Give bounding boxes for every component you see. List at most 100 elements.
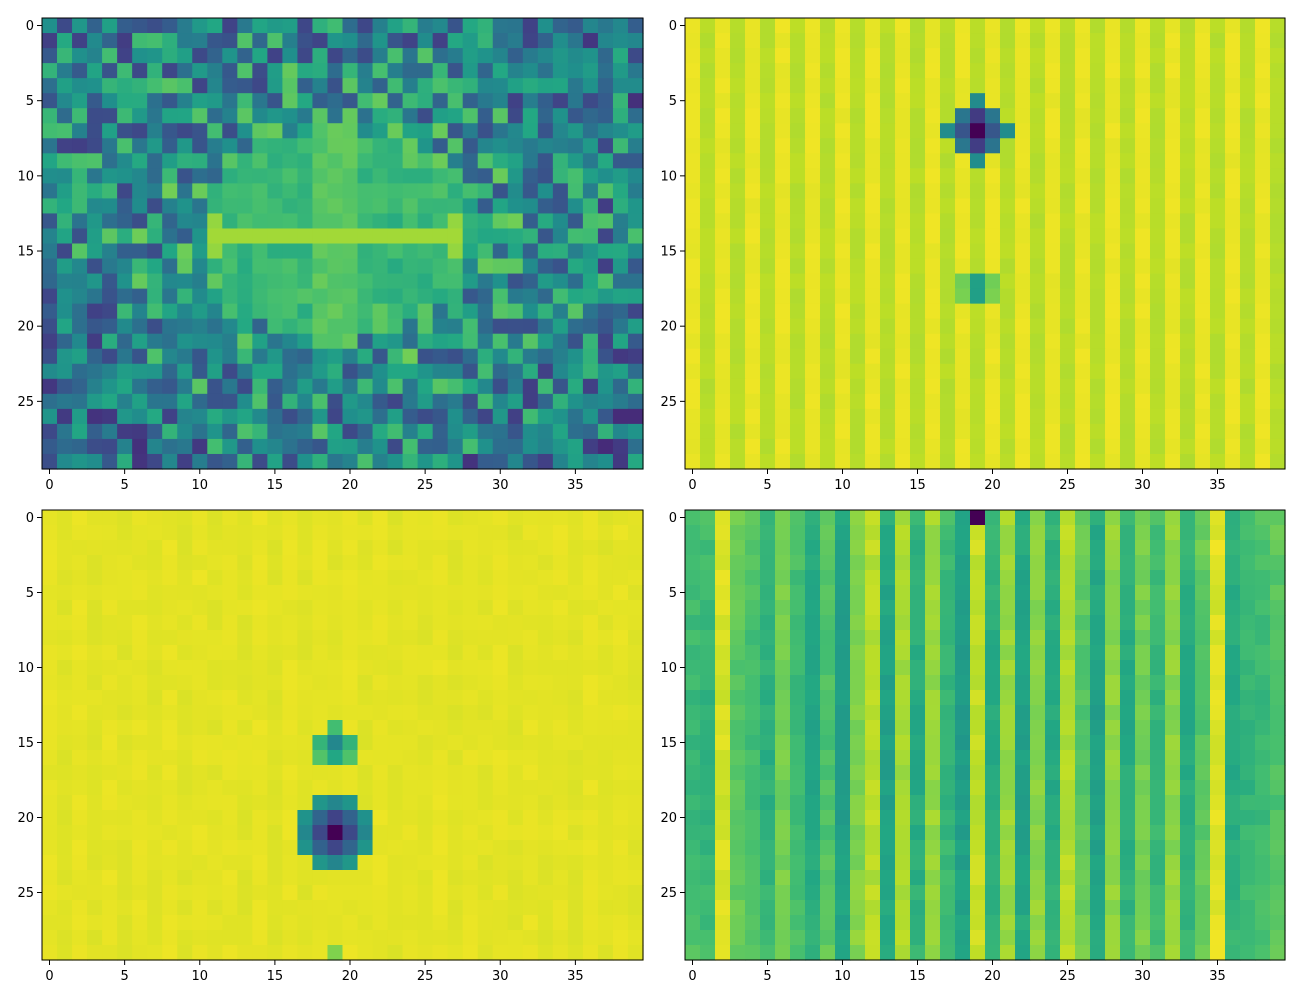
heatmap-cell [537,438,554,455]
heatmap-cell [627,750,644,766]
heatmap-cell [1135,408,1151,425]
heatmap-cell [567,900,584,916]
heatmap-cell [790,615,806,631]
heatmap-cell [447,78,464,94]
heatmap-cell [342,525,359,541]
heatmap-cell [297,585,314,601]
heatmap-cell [447,93,464,109]
heatmap-cell [462,63,479,79]
heatmap-cell [387,168,404,184]
heatmap-cell [1195,93,1211,109]
heatmap-cell [790,525,806,541]
heatmap-cell [87,258,103,275]
heatmap-cell [102,870,118,886]
heatmap-cell [1255,915,1271,931]
heatmap-cell [955,765,971,781]
heatmap-cell [1210,810,1226,826]
heatmap-cell [925,660,941,676]
heatmap-cell [102,555,118,571]
heatmap-cell [582,393,599,410]
heatmap-cell [775,48,791,64]
heatmap-cell [342,825,359,841]
heatmap-cell [985,915,1001,931]
heatmap-cell [207,525,223,541]
heatmap-cell [537,555,554,571]
heatmap-cell [1255,438,1271,455]
heatmap-cell [342,615,359,631]
heatmap-cell [775,348,791,365]
heatmap-cell [1120,378,1136,395]
heatmap-cell [880,585,896,601]
heatmap-cell [537,348,554,365]
heatmap-cell [685,810,701,826]
heatmap-cell [685,780,701,796]
heatmap-cell [1030,198,1046,215]
heatmap-cell [1225,108,1241,124]
heatmap-cell [447,213,464,230]
heatmap-cell [237,705,253,721]
heatmap-cell [970,438,986,455]
heatmap-cell [117,570,133,586]
heatmap-cell [342,48,359,64]
heatmap-cell [282,258,299,275]
heatmap-cell [805,540,821,556]
heatmap-cell [447,630,464,646]
heatmap-cell [1045,870,1061,886]
heatmap-cell [775,900,791,916]
heatmap-cell [1225,570,1241,586]
heatmap-cell [417,690,434,706]
heatmap-cell [417,108,434,124]
heatmap-cell [567,108,584,124]
heatmap-cell [865,48,881,64]
heatmap-cell [820,258,836,275]
heatmap-cell [1255,78,1271,94]
heatmap-cell [940,438,956,455]
heatmap-cell [387,855,404,871]
heatmap-cell [1270,555,1286,571]
heatmap-cell [492,123,509,139]
heatmap-cell [925,378,941,395]
heatmap-cell [117,930,133,946]
heatmap-cell [57,108,73,124]
heatmap-cell [1195,690,1211,706]
heatmap-cell [880,438,896,455]
heatmap-cell [192,153,208,169]
heatmap-cell [117,855,133,871]
heatmap-cell [297,645,314,661]
heatmap-cell [775,138,791,154]
heatmap-cell [685,735,701,751]
heatmap-cell [537,765,554,781]
heatmap-cell [342,393,359,410]
heatmap-cell [192,438,208,455]
heatmap-cell [820,348,836,365]
heatmap-cell [1225,795,1241,811]
heatmap-cell [790,555,806,571]
heatmap-cell [597,525,614,541]
heatmap-cell [432,585,449,601]
heatmap-cell [1075,438,1091,455]
heatmap-cell [267,675,284,691]
heatmap-cell [760,795,776,811]
heatmap-cell [372,393,389,410]
heatmap-cell [522,138,539,154]
heatmap-cell [1135,525,1151,541]
heatmap-cell [132,795,148,811]
heatmap-cell [865,840,881,856]
heatmap-cell [1255,138,1271,154]
heatmap-cell [1150,540,1166,556]
heatmap-cell [522,840,539,856]
heatmap-cell [1120,780,1136,796]
heatmap-cell [507,780,524,796]
heatmap-cell [87,333,103,350]
heatmap-cell [102,183,118,199]
heatmap-cell [820,525,836,541]
heatmap-cell [1090,138,1106,154]
heatmap-cell [775,750,791,766]
heatmap-cell [775,705,791,721]
heatmap-cell [72,660,88,676]
heatmap-cell [805,393,821,410]
heatmap-cell [805,750,821,766]
heatmap-cell [895,93,911,109]
heatmap-cell [612,660,629,676]
heatmap-cell [715,408,731,425]
